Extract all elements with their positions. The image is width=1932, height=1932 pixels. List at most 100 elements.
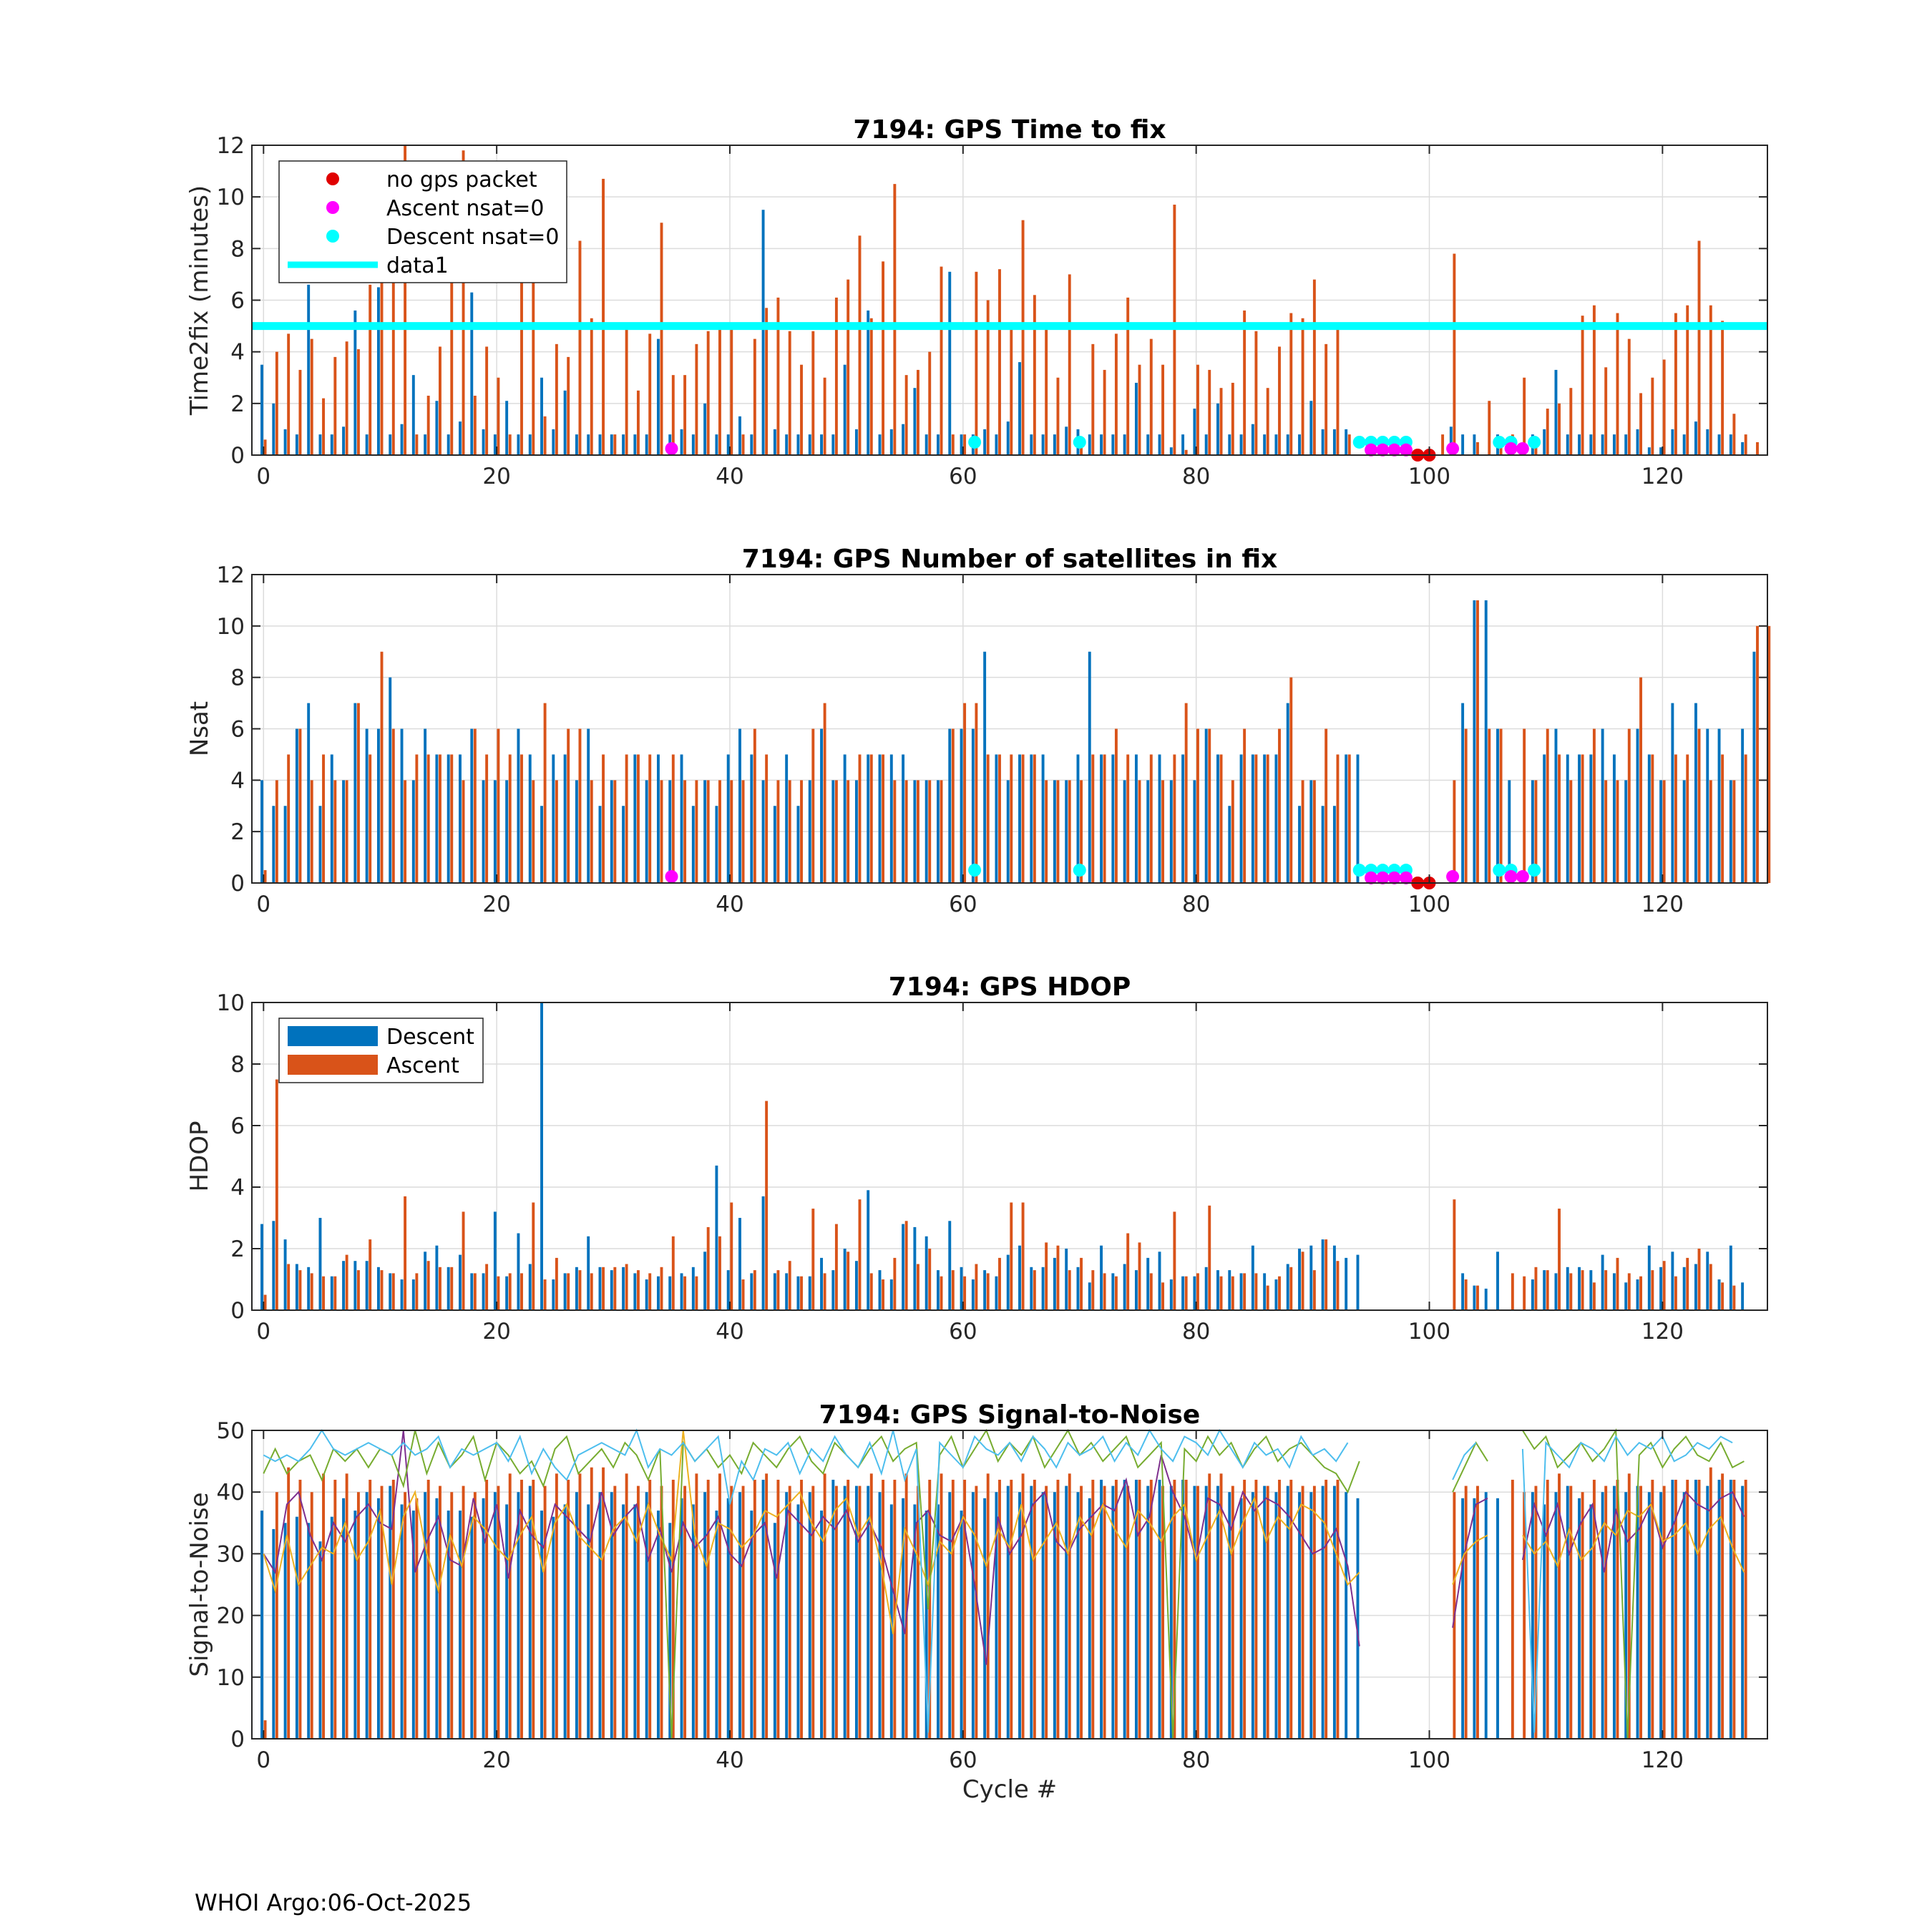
ascent-bar-cycle-5: [322, 398, 325, 455]
ascent-bar-cycle-44: [776, 1479, 780, 1739]
ascent-bar-cycle-65: [1021, 1473, 1025, 1739]
descent-bar-cycle-79: [1181, 434, 1185, 455]
ascent-bar-cycle-23: [532, 1202, 535, 1310]
ascent-bar-cycle-53: [882, 1479, 885, 1739]
legend-marker-patch: [288, 1055, 378, 1075]
ascent-bar-cycle-38: [706, 331, 710, 455]
descent-bar-cycle-45: [785, 754, 789, 883]
ascent-bar-cycle-109: [1534, 780, 1538, 883]
descent-bar-cycle-123: [1694, 421, 1697, 455]
ascent-bar-cycle-43: [765, 1101, 769, 1310]
descent-nsat0-marker: [968, 864, 982, 877]
descent-bar-cycle-74: [1123, 780, 1126, 883]
ascent-bar-cycle-124: [1709, 1467, 1712, 1739]
descent-bar-cycle-120: [1659, 447, 1663, 455]
ascent-bar-cycle-60: [963, 703, 967, 883]
ascent-bar-cycle-34: [660, 780, 663, 883]
ascent-bar-cycle-12: [404, 1492, 407, 1739]
ascent-bar-cycle-40: [730, 1202, 733, 1310]
descent-bar-cycle-62: [983, 1498, 987, 1739]
ascent-bar-cycle-9: [369, 284, 372, 455]
ascent-nsat0-marker: [1376, 871, 1390, 884]
descent-bar-cycle-46: [796, 434, 800, 455]
descent-bar-cycle-121: [1671, 1252, 1674, 1310]
descent-bar-cycle-58: [937, 1270, 940, 1310]
descent-bar-cycle-78: [1169, 780, 1173, 883]
descent-bar-cycle-63: [995, 754, 998, 883]
y-axis-label: Nsat: [185, 701, 214, 756]
ascent-bar-cycle-70: [1080, 780, 1083, 883]
ascent-bar-cycle-25: [555, 1257, 558, 1310]
ascent-bar-cycle-12: [404, 145, 407, 455]
ascent-bar-cycle-128: [1756, 441, 1759, 455]
ascent-bar-cycle-104: [1476, 1485, 1479, 1739]
descent-bar-cycle-102: [1449, 426, 1453, 455]
descent-bar-cycle-58: [937, 434, 940, 455]
x-tick-label: 120: [1641, 1747, 1684, 1773]
chart-panel-2: 0 20 40 60 80 100 120 0 2 4 6 8 10 12 7194: GPS Number…: [185, 545, 1771, 917]
ascent-bar-cycle-50: [847, 780, 850, 883]
ascent-bar-cycle-80: [1196, 728, 1199, 883]
ascent-bar-cycle-18: [473, 396, 477, 455]
descent-bar-cycle-31: [622, 1267, 625, 1310]
descent-bar-cycle-51: [854, 780, 858, 883]
x-tick-label: 80: [1182, 892, 1210, 917]
descent-bar-cycle-117: [1624, 1492, 1628, 1739]
descent-bar-cycle-71: [1088, 651, 1091, 883]
ascent-bar-cycle-62: [986, 300, 990, 455]
ascent-bar-cycle-91: [1324, 1239, 1328, 1310]
ascent-bar-cycle-111: [1558, 403, 1561, 455]
ascent-bar-cycle-77: [1161, 1485, 1165, 1739]
descent-bar-cycle-52: [867, 310, 870, 455]
ascent-bar-cycle-109: [1534, 441, 1538, 455]
descent-bar-cycle-105: [1484, 1288, 1488, 1310]
ascent-bar-cycle-121: [1674, 1479, 1677, 1739]
descent-bar-cycle-19: [482, 429, 485, 455]
y-tick-label: 50: [217, 1418, 245, 1444]
ascent-bar-cycle-19: [485, 754, 489, 883]
descent-bar-cycle-23: [528, 754, 532, 883]
descent-bar-cycle-47: [808, 1276, 811, 1310]
descent-bar-cycle-60: [960, 1267, 963, 1310]
descent-bar-cycle-112: [1566, 1267, 1569, 1310]
ascent-bar-cycle-40: [730, 326, 733, 455]
ascent-bar-cycle-39: [718, 1236, 721, 1310]
descent-bar-cycle-37: [691, 434, 695, 455]
descent-bar-cycle-18: [470, 1273, 474, 1310]
ascent-bar-cycle-106: [1499, 728, 1503, 883]
ascent-bar-cycle-35: [671, 375, 675, 455]
descent-bar-cycle-115: [1601, 434, 1604, 455]
descent-bar-cycle-25: [552, 429, 555, 455]
descent-bar-cycle-9: [365, 1492, 369, 1739]
ascent-bar-cycle-38: [706, 1226, 710, 1310]
descent-bar-cycle-44: [773, 806, 776, 883]
descent-nsat0-marker: [1073, 435, 1086, 449]
ascent-bar-cycle-18: [473, 1273, 477, 1310]
ascent-bar-cycle-16: [450, 1492, 454, 1739]
y-tick-label: 8: [230, 236, 245, 262]
descent-bar-cycle-4: [307, 703, 311, 883]
descent-bar-cycle-20: [493, 1211, 497, 1310]
descent-bar-cycle-23: [528, 1485, 532, 1739]
descent-bar-cycle-75: [1134, 1479, 1138, 1739]
ascent-bar-cycle-114: [1592, 305, 1596, 455]
ascent-bar-cycle-86: [1266, 754, 1269, 883]
ascent-bar-cycle-4: [310, 1273, 313, 1310]
ascent-bar-cycle-83: [1231, 382, 1234, 455]
ascent-bar-cycle-19: [485, 346, 489, 455]
descent-bar-cycle-110: [1543, 429, 1546, 455]
ascent-bar-cycle-43: [765, 1473, 769, 1739]
descent-bar-cycle-18: [470, 728, 474, 883]
descent-bar-cycle-24: [540, 377, 543, 455]
ascent-bar-cycle-73: [1114, 1479, 1118, 1739]
descent-bar-cycle-74: [1123, 434, 1126, 455]
ascent-bar-cycle-61: [975, 1485, 978, 1739]
ascent-bar-cycle-70: [1080, 1485, 1083, 1739]
ascent-bar-cycle-114: [1592, 728, 1596, 883]
ascent-bar-cycle-57: [928, 1249, 932, 1310]
ascent-nsat0-marker: [665, 870, 678, 884]
descent-bar-cycle-12: [400, 1279, 404, 1310]
ascent-bar-cycle-118: [1639, 677, 1643, 883]
ascent-bar-cycle-126: [1732, 1285, 1736, 1310]
